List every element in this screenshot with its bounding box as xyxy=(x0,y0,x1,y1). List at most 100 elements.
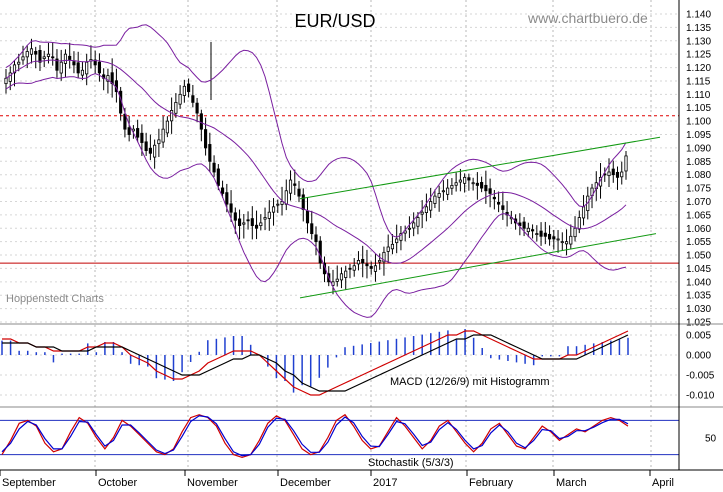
candle-body xyxy=(314,234,318,243)
candle-body xyxy=(339,273,344,281)
candle-body xyxy=(488,188,492,194)
candle-body xyxy=(8,72,12,82)
price-tick-label: 1.090 xyxy=(686,143,711,154)
candle-body xyxy=(42,56,46,59)
candle-body xyxy=(284,190,288,205)
candle-body xyxy=(480,182,484,189)
candle-body xyxy=(433,195,437,204)
macd-line xyxy=(2,330,629,396)
candle-body xyxy=(12,64,17,74)
candle-body xyxy=(72,61,76,66)
price-tick-label: 1.085 xyxy=(686,157,711,168)
candle-body xyxy=(475,182,479,186)
candle-body xyxy=(191,95,195,103)
price-tick-label: 1.030 xyxy=(686,304,711,315)
candle-body xyxy=(280,201,284,205)
candle-body xyxy=(437,193,441,198)
candle-body xyxy=(484,184,488,192)
candle-body xyxy=(569,235,573,245)
candle-body xyxy=(29,48,34,55)
price-tick-label: 1.130 xyxy=(686,36,711,47)
candle-body xyxy=(276,203,280,206)
candle-body xyxy=(46,53,51,57)
candle-body xyxy=(535,233,539,236)
candle-body xyxy=(51,56,55,59)
candle-body xyxy=(4,77,8,85)
candle-body xyxy=(429,201,433,211)
price-tick-label: 1.045 xyxy=(686,264,711,275)
candle-body xyxy=(564,241,569,245)
candle-body xyxy=(615,171,620,178)
candle-body xyxy=(424,206,428,213)
trend-channel-upper xyxy=(299,136,661,200)
candle-body xyxy=(607,171,611,177)
price-tick-label: 1.065 xyxy=(686,210,711,221)
candle-body xyxy=(301,194,305,210)
price-tick-label: 1.095 xyxy=(686,130,711,141)
candle-body xyxy=(293,183,297,186)
macd-panel xyxy=(1,329,629,396)
price-tick-label: 1.125 xyxy=(686,50,711,61)
candle-body xyxy=(76,62,80,74)
price-tick-label: 1.025 xyxy=(686,318,711,329)
candle-body xyxy=(38,49,42,63)
candle-body xyxy=(254,224,259,229)
price-tick-label: 1.080 xyxy=(686,170,711,181)
price-panel xyxy=(0,24,679,318)
candle-body xyxy=(463,176,467,184)
x-tick-label: 2017 xyxy=(373,477,397,489)
candle-body xyxy=(526,227,530,233)
candle-body xyxy=(361,258,365,264)
candle-body xyxy=(17,61,21,65)
credit-text: Hoppenstedt Charts xyxy=(6,293,104,305)
candle-body xyxy=(356,259,361,265)
candle-body xyxy=(420,211,424,215)
candle-body xyxy=(144,141,148,151)
x-tick-label: November xyxy=(187,477,238,489)
candle-body xyxy=(547,233,552,240)
candle-body xyxy=(106,75,110,82)
candle-body xyxy=(531,229,535,232)
candle-body xyxy=(450,185,454,189)
bollinger-lower-band xyxy=(5,73,627,318)
candle-body xyxy=(237,218,242,226)
candle-body xyxy=(148,147,152,154)
candle-body xyxy=(412,222,416,229)
candle-body xyxy=(454,182,458,186)
candle-body xyxy=(378,259,382,263)
candle-body xyxy=(501,205,505,210)
candle-body xyxy=(233,212,237,221)
candle-body xyxy=(216,168,220,186)
candle-body xyxy=(34,51,38,55)
candle-body xyxy=(21,56,25,61)
price-tick-label: 1.110 xyxy=(686,90,711,101)
bollinger-upper-band xyxy=(5,24,627,238)
candle-body xyxy=(497,201,501,205)
candle-body xyxy=(153,144,157,158)
candle-body xyxy=(80,69,85,76)
macd-tick-label: 0.000 xyxy=(686,351,711,362)
trend-channel-lower xyxy=(299,233,657,299)
watermark: www.chartbuero.de xyxy=(527,10,648,26)
candle-body xyxy=(242,222,246,225)
candle-body xyxy=(373,265,378,272)
candle-body xyxy=(386,246,390,252)
candle-body xyxy=(68,55,72,60)
candle-body xyxy=(620,171,624,178)
macd-tick-label: -0.005 xyxy=(686,371,715,382)
candle-body xyxy=(556,238,560,241)
price-tick-label: 1.050 xyxy=(686,251,711,262)
candle-body xyxy=(165,120,169,134)
stochastic-label: Stochastik (5/3/3) xyxy=(368,457,454,469)
candle-body xyxy=(539,230,543,237)
candle-body xyxy=(161,128,165,143)
price-tick-label: 1.060 xyxy=(686,224,711,235)
candle-body xyxy=(170,110,174,122)
candle-body xyxy=(288,179,293,194)
candle-body xyxy=(63,53,68,64)
price-tick-label: 1.055 xyxy=(686,237,711,248)
macd-label: MACD (12/26/9) mit Histogramm xyxy=(390,376,550,388)
